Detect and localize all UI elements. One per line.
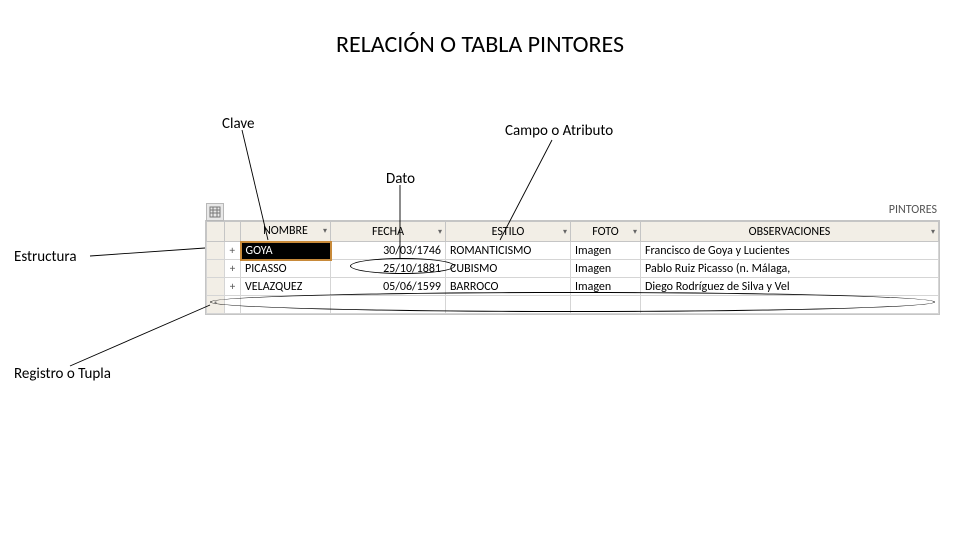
row-selector-header [207,222,225,242]
expand-icon[interactable]: + [225,278,241,296]
cell-estilo[interactable]: CUBISMO [446,260,571,278]
cell-nombre[interactable]: VELAZQUEZ [241,278,331,296]
row-marker [207,242,225,260]
row-marker [207,278,225,296]
table-name-label: PINTORES [889,203,937,217]
col-header-nombre[interactable]: NOMBRE▾ [241,222,331,242]
header-row: NOMBRE▾ FECHA▾ ESTILO▾ FOTO▾ OBSERVACION… [207,222,939,242]
cell-obs[interactable]: Pablo Ruiz Picasso (n. Málaga, [641,260,939,278]
expand-placeholder [225,296,241,314]
datasheet-icon [206,203,224,221]
new-row-marker: * [207,296,225,314]
chevron-down-icon[interactable]: ▾ [438,227,442,237]
cell-obs[interactable]: Francisco de Goya y Lucientes [641,242,939,260]
cell-nombre[interactable]: PICASSO [241,260,331,278]
row-marker [207,260,225,278]
label-dato: Dato [386,170,415,188]
page-title: RELACIÓN O TABLA PINTORES [336,30,624,59]
estructura-arrow [90,248,205,256]
cell-empty[interactable] [241,296,331,314]
cell-empty[interactable] [331,296,446,314]
cell-empty[interactable] [571,296,641,314]
col-header-foto[interactable]: FOTO▾ [571,222,641,242]
label-campo: Campo o Atributo [505,122,613,140]
cell-nombre[interactable]: GOYA [241,242,331,260]
cell-foto[interactable]: Imagen [571,242,641,260]
chevron-down-icon[interactable]: ▾ [931,227,935,237]
new-row[interactable]: * [207,296,939,314]
registro-arrow [70,305,210,366]
label-clave: Clave [222,115,254,133]
col-header-fecha[interactable]: FECHA▾ [331,222,446,242]
table-row[interactable]: +VELAZQUEZ05/06/1599BARROCOImagenDiego R… [207,278,939,296]
chevron-down-icon[interactable]: ▾ [563,227,567,237]
col-header-estilo[interactable]: ESTILO▾ [446,222,571,242]
expand-icon[interactable]: + [225,242,241,260]
cell-fecha[interactable]: 30/03/1746 [331,242,446,260]
label-estructura: Estructura [14,248,77,266]
label-registro: Registro o Tupla [14,365,111,383]
cell-estilo[interactable]: BARROCO [446,278,571,296]
chevron-down-icon[interactable]: ▾ [323,226,327,236]
expand-header [225,222,241,242]
cell-empty[interactable] [641,296,939,314]
cell-empty[interactable] [446,296,571,314]
expand-icon[interactable]: + [225,260,241,278]
cell-foto[interactable]: Imagen [571,278,641,296]
table-row[interactable]: +PICASSO25/10/1881CUBISMOImagenPablo Rui… [207,260,939,278]
chevron-down-icon[interactable]: ▾ [633,227,637,237]
cell-estilo[interactable]: ROMANTICISMO [446,242,571,260]
cell-obs[interactable]: Diego Rodríguez de Silva y Vel [641,278,939,296]
cell-fecha[interactable]: 05/06/1599 [331,278,446,296]
table-row[interactable]: +GOYA30/03/1746ROMANTICISMOImagenFrancis… [207,242,939,260]
table-pintores: PINTORES NOMBRE▾ FECHA▾ ESTILO▾ FOTO▾ OB… [205,220,940,315]
data-grid[interactable]: NOMBRE▾ FECHA▾ ESTILO▾ FOTO▾ OBSERVACION… [206,221,939,314]
col-header-obs[interactable]: OBSERVACIONES▾ [641,222,939,242]
cell-foto[interactable]: Imagen [571,260,641,278]
cell-fecha[interactable]: 25/10/1881 [331,260,446,278]
